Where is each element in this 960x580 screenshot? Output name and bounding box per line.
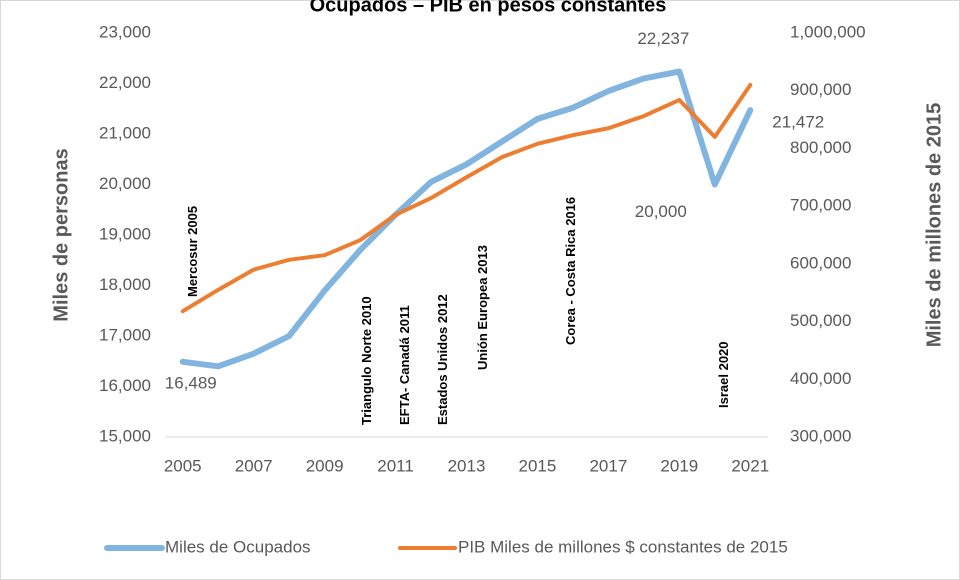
x-tick-label: 2005 <box>164 456 202 475</box>
x-tick-label: 2007 <box>235 456 273 475</box>
x-tick-label: 2015 <box>519 456 557 475</box>
y-axis-title: Miles de personas <box>50 148 72 321</box>
x-tick-label: 2019 <box>660 456 698 475</box>
value-label: 22,237 <box>637 29 689 48</box>
y-tick-label: 21,000 <box>99 123 151 142</box>
y2-tick-label: 300,000 <box>790 426 851 445</box>
y2-tick-label: 800,000 <box>790 138 851 157</box>
y2-tick-label: 500,000 <box>790 311 851 330</box>
data-line <box>179 68 754 370</box>
x-tick-label: 2017 <box>589 456 627 475</box>
y-tick-label: 23,000 <box>99 22 151 41</box>
y-tick-label: 22,000 <box>99 73 151 92</box>
y2-axis-title: Miles de millones de 2015 <box>923 103 945 348</box>
y-tick-label: 16,000 <box>99 376 151 395</box>
annotation: Unión Europea 2013 <box>475 245 490 370</box>
chart-title: Ocupados – PIB en pesos constantes <box>310 0 667 16</box>
y2-tick-label: 600,000 <box>790 253 851 272</box>
x-tick-label: 2013 <box>448 456 486 475</box>
y-tick-label: 17,000 <box>99 325 151 344</box>
x-tick-label: 2009 <box>306 456 344 475</box>
legend-label: PIB Miles de millones $ constantes de 20… <box>458 537 788 556</box>
x-tick-label: 2021 <box>731 456 769 475</box>
legend-label: Miles de Ocupados <box>165 537 311 556</box>
annotation: Estados Unidos 2012 <box>435 294 450 425</box>
annotation: Mercosur 2005 <box>185 206 200 297</box>
value-label: 16,489 <box>165 373 217 392</box>
y-tick-label: 19,000 <box>99 224 151 243</box>
y-tick-label: 18,000 <box>99 275 151 294</box>
annotation: EFTA- Canadá 2011 <box>397 305 412 425</box>
annotation: Triangulo Norte 2010 <box>359 296 374 425</box>
y-tick-label: 15,000 <box>99 426 151 445</box>
y2-tick-label: 1,000,000 <box>790 22 866 41</box>
value-label: 21,472 <box>772 113 824 132</box>
value-label: 20,000 <box>635 202 687 221</box>
y-tick-label: 20,000 <box>99 174 151 193</box>
annotation: Corea - Costa Rica 2016 <box>563 197 578 345</box>
x-tick-label: 2011 <box>377 456 414 475</box>
y2-tick-label: 400,000 <box>790 369 851 388</box>
annotation: Israel 2020 <box>716 341 731 408</box>
data-line <box>180 82 753 314</box>
y2-tick-label: 700,000 <box>790 196 851 215</box>
y2-tick-label: 900,000 <box>790 80 851 99</box>
